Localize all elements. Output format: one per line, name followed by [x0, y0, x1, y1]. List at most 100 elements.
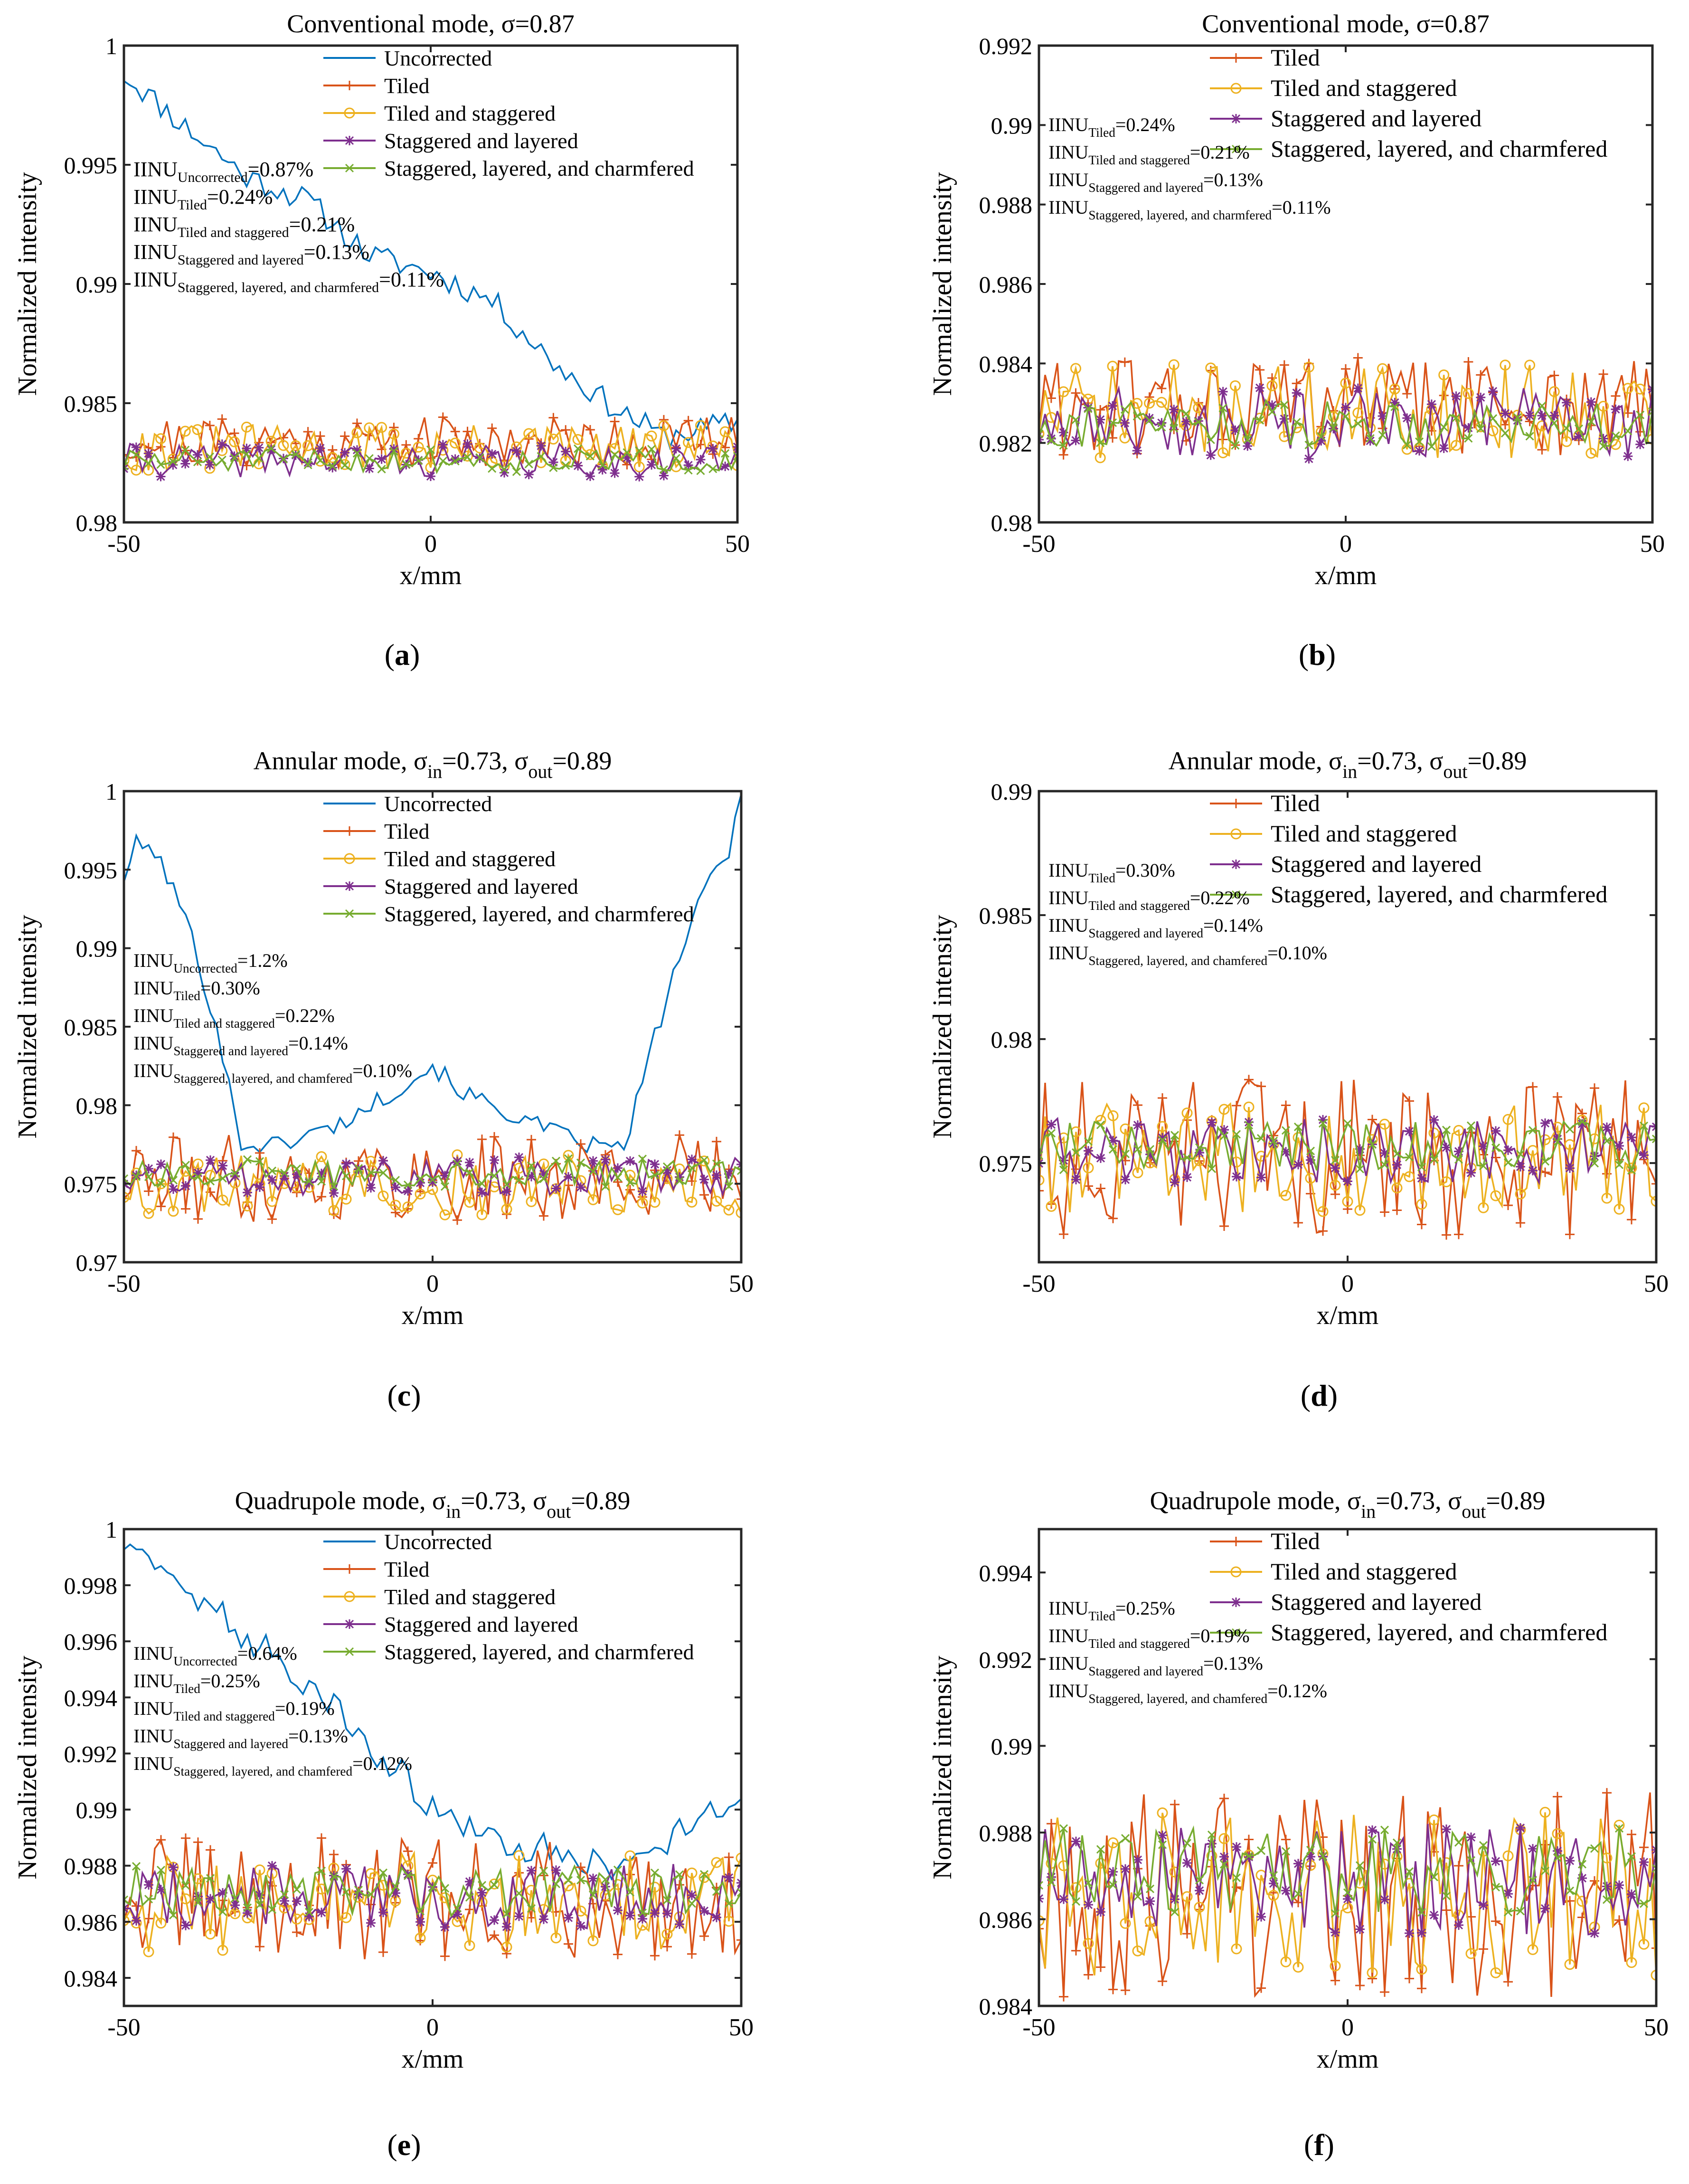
data-point	[601, 1182, 610, 1191]
data-point	[1590, 1928, 1599, 1938]
data-point	[438, 456, 447, 465]
panel-b: Conventional mode, σ=0.87 0.98 0.982 0.984 0…	[928, 9, 1665, 590]
legend-marker-charmfered	[345, 163, 354, 173]
data-point	[440, 1951, 450, 1961]
legend-marker-tiled	[345, 826, 354, 836]
iinu-annotation: IINUStaggered and layered=0.13%	[133, 240, 369, 268]
data-point	[1244, 1852, 1254, 1862]
data-point	[132, 1146, 141, 1156]
data-point	[1405, 1928, 1414, 1938]
data-point	[181, 1204, 190, 1214]
data-point	[1194, 417, 1203, 426]
data-point	[1303, 361, 1314, 373]
data-point	[638, 1914, 647, 1924]
legend-marker-staggered_layered	[1231, 860, 1241, 869]
iinu-annotation: IINUStaggered, layered, and chamfered=0.…	[133, 1753, 412, 1778]
data-point	[169, 1184, 178, 1194]
data-point	[1623, 451, 1633, 461]
data-point	[513, 1163, 525, 1174]
data-point	[576, 1921, 585, 1931]
data-point	[391, 1182, 400, 1192]
x-tick-label: -50	[1022, 2014, 1055, 2041]
data-point	[613, 1905, 623, 1915]
data-point	[304, 1908, 314, 1917]
data-point	[1478, 1202, 1489, 1213]
legend: Tiled Tiled and staggered Staggered and la…	[1210, 44, 1607, 162]
data-point	[623, 448, 632, 457]
data-point	[1528, 1125, 1538, 1135]
data-point	[1330, 1189, 1340, 1199]
legend-label-tiled: Tiled	[384, 819, 429, 843]
data-point	[156, 1885, 166, 1895]
data-point	[650, 1951, 660, 1961]
data-point	[229, 451, 239, 461]
data-point	[1500, 408, 1510, 418]
data-point	[1451, 440, 1462, 451]
data-point	[1304, 440, 1313, 450]
data-point	[1096, 1845, 1105, 1854]
data-point	[561, 446, 571, 456]
chart-title: Annular mode, σin=0.73, σout=0.89	[1169, 747, 1527, 782]
data-point	[462, 426, 472, 436]
data-point	[1243, 441, 1253, 451]
data-point	[169, 1132, 178, 1142]
data-point	[292, 1927, 302, 1937]
data-point	[1158, 1976, 1167, 1986]
iinu-annotations: IINUUncorrected=0.87%IINUTiled=0.24%IINU…	[133, 158, 444, 295]
data-point	[1614, 1160, 1624, 1169]
legend-label-tiled: Tiled	[1271, 790, 1320, 816]
data-point	[1577, 1873, 1587, 1883]
legend-marker-tiled	[345, 81, 354, 90]
data-point	[1417, 1173, 1426, 1183]
data-point	[719, 426, 731, 437]
data-point	[1553, 1846, 1562, 1856]
data-point	[587, 1935, 599, 1947]
data-point	[1611, 431, 1620, 440]
x-tick-label: 0	[1341, 2014, 1354, 2041]
panel-e: Quadrupole mode, σin=0.73, σout=0.89 0.98…	[13, 1486, 754, 2074]
data-point	[144, 459, 153, 468]
data-point	[131, 464, 142, 476]
data-point	[1479, 1944, 1488, 1954]
data-point	[1553, 1853, 1562, 1863]
y-tick-label: 0.992	[979, 1646, 1033, 1673]
data-point	[155, 1178, 167, 1190]
data-point	[1121, 1864, 1130, 1874]
data-point	[720, 462, 730, 472]
series-line-tiled_staggered	[124, 1850, 741, 1952]
data-point	[527, 1135, 536, 1144]
data-point	[181, 1161, 190, 1170]
data-point	[1306, 1146, 1315, 1155]
data-point	[1095, 405, 1105, 415]
data-point	[1489, 414, 1498, 423]
data-point	[206, 1874, 215, 1883]
data-point	[687, 1890, 697, 1900]
data-point	[403, 1186, 413, 1196]
data-point	[131, 442, 141, 452]
data-point	[1622, 383, 1633, 394]
data-point	[1206, 450, 1216, 460]
data-point	[1465, 1948, 1477, 1959]
data-point	[1390, 402, 1399, 411]
data-point	[708, 464, 717, 473]
data-point	[712, 1912, 721, 1922]
data-point	[537, 452, 546, 461]
data-point	[1218, 404, 1227, 413]
data-point	[366, 1890, 376, 1899]
x-tick-label: 50	[729, 2014, 754, 2041]
x-axis-label: x/mm	[1315, 561, 1377, 590]
series-uncorrected	[124, 1543, 741, 1881]
data-point	[1429, 1115, 1439, 1125]
data-point	[1565, 1886, 1575, 1895]
data-point	[303, 458, 313, 468]
data-point	[736, 1853, 741, 1864]
data-point	[1330, 1163, 1340, 1173]
y-tick-label: 0.98	[76, 510, 118, 536]
data-point	[339, 459, 350, 470]
data-point	[1269, 1879, 1278, 1889]
data-point	[613, 1949, 623, 1959]
data-point	[254, 443, 264, 453]
y-axis-label: Normalized intensity	[13, 172, 42, 396]
data-point	[428, 1175, 437, 1184]
data-point	[266, 1196, 278, 1207]
